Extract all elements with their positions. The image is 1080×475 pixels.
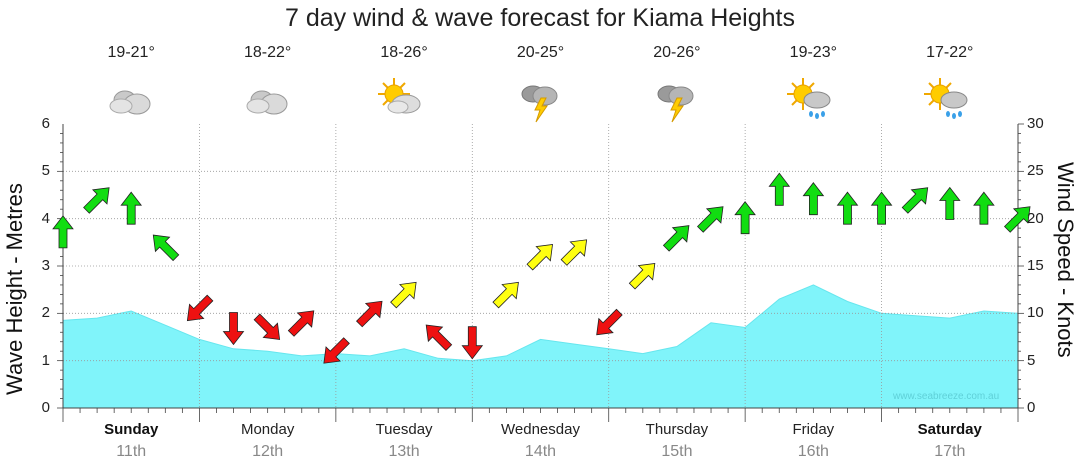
wind-arrow (870, 191, 893, 225)
wind-arrow (152, 234, 180, 262)
day-label: Saturday (917, 421, 982, 438)
day-label: Wednesday (501, 421, 580, 438)
date-label: 15th (661, 443, 693, 460)
wind-arrow (492, 281, 519, 309)
date-label: 17th (934, 443, 966, 460)
y-tick-label-left: 4 (41, 209, 50, 227)
temperature-range: 19-21° (107, 44, 155, 61)
wind-arrow (1003, 206, 1031, 233)
y-tick-label-right: 5 (1027, 351, 1036, 369)
date-label: 16th (797, 443, 829, 460)
wind-arrow (287, 310, 315, 337)
wind-arrow (596, 308, 623, 336)
temperature-range: 20-25° (516, 44, 565, 61)
thunderstorm-icon (511, 74, 571, 124)
y-tick-label-right: 15 (1027, 257, 1044, 274)
day-label: Friday (792, 421, 835, 438)
temperature-range: 18-26° (380, 44, 428, 61)
temperature-range: 18-22° (243, 44, 292, 61)
y-tick-label-left: 0 (41, 399, 50, 416)
y-tick-label-left: 3 (41, 257, 50, 274)
day-label: Thursday (645, 421, 709, 438)
wind-arrow (938, 186, 961, 220)
temperature-range: 19-23° (789, 44, 837, 61)
temperature-range: 17-22° (926, 44, 974, 61)
wind-arrow (734, 201, 756, 235)
wind-arrow (425, 324, 453, 352)
y-tick-label-right: 30 (1027, 115, 1044, 132)
wind-arrow (662, 225, 690, 252)
y-tick-label-left: 2 (41, 304, 50, 322)
date-label: 14th (524, 443, 557, 460)
wind-arrow (836, 191, 859, 225)
y-tick-label-right: 10 (1027, 304, 1044, 322)
wind-arrow (186, 294, 214, 322)
wind-arrow (120, 191, 143, 225)
date-label: 13th (388, 443, 420, 460)
wind-arrow (355, 300, 383, 328)
day-label: Tuesday (375, 421, 433, 438)
wind-arrow (628, 263, 656, 290)
wind-arrow (560, 239, 588, 266)
sun-showers-icon (783, 74, 843, 124)
cloudy-icon (238, 74, 298, 124)
y-tick-label-left: 6 (41, 115, 50, 132)
wind-arrow (390, 281, 417, 309)
wave-height-area (62, 284, 1019, 409)
day-label: Monday (240, 421, 295, 438)
y-tick-label-right: 0 (1027, 399, 1036, 416)
wind-arrow (973, 191, 995, 225)
y-tick-label-right: 25 (1027, 162, 1044, 180)
wind-arrow (901, 187, 929, 214)
y-axis-left-label: Wave Height - Metres (2, 183, 27, 395)
wind-arrow (802, 182, 825, 216)
y-axis-right-label: Wind Speed - Knots (1053, 162, 1078, 358)
partly-cloudy-icon (374, 74, 434, 124)
wind-arrow (768, 172, 791, 206)
wind-arrow (83, 187, 110, 214)
sun-showers-icon (920, 74, 980, 124)
y-tick-label-left: 5 (41, 162, 50, 180)
wind-arrow (696, 206, 724, 233)
y-tick-label-right: 20 (1027, 209, 1044, 227)
wind-arrow (52, 215, 74, 249)
temperature-range: 20-26° (653, 44, 701, 61)
wind-arrow (323, 337, 350, 364)
y-tick-label-left: 1 (41, 351, 50, 369)
credit-text: www.seabreeze.com.au (893, 391, 1000, 402)
chart-title: 7 day wind & wave forecast for Kiama Hei… (285, 4, 795, 32)
date-label: 11th (116, 443, 147, 460)
wind-arrow (461, 326, 484, 360)
date-label: 12th (252, 443, 284, 460)
cloudy-icon (101, 74, 161, 124)
wind-arrow (222, 312, 245, 346)
wind-arrow (526, 244, 553, 271)
day-label: Sunday (104, 421, 159, 438)
wind-arrow (253, 313, 281, 340)
thunderstorm-icon (647, 74, 707, 124)
